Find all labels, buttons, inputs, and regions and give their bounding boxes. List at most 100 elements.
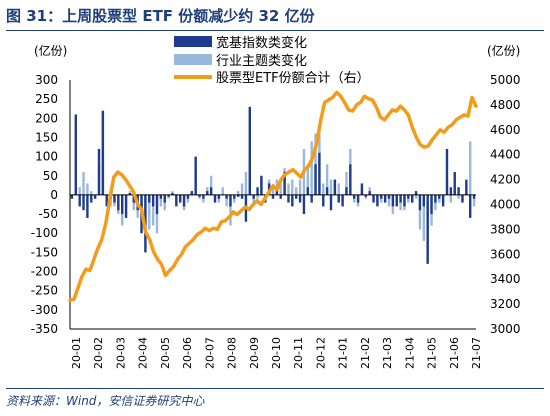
bar-broad-index <box>128 193 132 195</box>
left-tick-label: 200 <box>35 111 58 125</box>
right-axis-unit: (亿份) <box>487 43 520 58</box>
right-tick-label: 4400 <box>490 148 521 162</box>
bar-sector-theme <box>279 183 282 195</box>
bar-broad-index <box>217 194 221 199</box>
bar-sector-theme <box>329 179 333 195</box>
bar-broad-index <box>175 194 178 207</box>
right-tick-label: 5000 <box>490 73 521 87</box>
bar-broad-index <box>472 194 476 199</box>
bar-broad-index <box>434 194 437 203</box>
x-tick-label: 21-07 <box>470 337 483 369</box>
bar-sector-theme <box>298 179 302 195</box>
bar-broad-index <box>325 187 329 195</box>
x-tick-label: 20-12 <box>314 337 327 369</box>
bar-broad-index <box>372 194 375 203</box>
left-tick-label: 250 <box>35 92 58 106</box>
bar-broad-index <box>202 194 205 199</box>
x-tick-label: 20-07 <box>203 337 216 369</box>
bar-broad-index <box>341 194 344 207</box>
bar-broad-index <box>469 194 472 218</box>
etf-share-change-chart: 宽基指数类变化 行业主题类变化 股票型ETF份额合计（右） (亿份) (亿份) … <box>31 35 521 369</box>
right-axis-ticks: 5000 4800 4600 4400 4200 4000 3800 3600 3400 3200… <box>490 73 521 336</box>
bar-sector-theme <box>221 187 224 195</box>
right-tick-label: 4000 <box>490 198 521 212</box>
bar-broad-index <box>337 194 340 203</box>
bar-broad-index <box>90 194 93 203</box>
bar-broad-index <box>441 194 445 207</box>
bar-sector-theme <box>314 133 317 195</box>
x-tick-label: 20-06 <box>181 337 194 369</box>
bar-sector-theme <box>271 187 275 195</box>
bar-broad-index <box>93 194 97 199</box>
bar-broad-index <box>329 194 333 211</box>
bar-broad-index <box>151 194 155 207</box>
bar-sector-theme <box>291 179 294 195</box>
bar-broad-index <box>132 194 135 203</box>
bar-broad-index <box>368 191 371 195</box>
bar-broad-index <box>271 194 275 199</box>
bar-sector-theme <box>244 171 248 195</box>
left-tick-label: -50 <box>38 207 58 221</box>
bar-sector-theme <box>128 191 132 195</box>
x-tick-label: 21-04 <box>403 337 416 369</box>
left-axis-unit: (亿份) <box>34 43 67 58</box>
x-tick-label: 20-08 <box>226 337 239 369</box>
legend-label-total-line: 股票型ETF份额合计（右） <box>216 71 370 86</box>
left-tick-label: -250 <box>31 284 58 298</box>
bar-broad-index <box>380 194 383 199</box>
bar-sector-theme <box>229 194 232 226</box>
bar-broad-index <box>322 194 325 207</box>
bar-broad-index <box>252 194 255 199</box>
bar-broad-index <box>391 194 395 207</box>
bar-broad-index <box>310 194 313 203</box>
bar-sector-theme <box>422 194 425 241</box>
bar-broad-index <box>74 114 77 195</box>
x-tick-label: 20-05 <box>159 337 172 369</box>
bar-broad-index <box>403 194 406 207</box>
right-tick-label: 3000 <box>490 322 521 336</box>
x-tick-label: 20-11 <box>292 337 305 369</box>
bar-broad-index <box>198 194 201 197</box>
bar-broad-index <box>422 194 425 207</box>
legend-swatch-sector-theme <box>174 54 212 65</box>
bar-sector-theme <box>387 194 391 207</box>
bar-broad-index <box>163 194 166 203</box>
bar-broad-index <box>101 110 105 195</box>
source-note: 资料来源：Wind，安信证券研究中心 <box>6 394 205 408</box>
x-tick-label: 20-02 <box>92 337 105 369</box>
bar-broad-index <box>457 187 460 195</box>
bar-broad-index <box>225 194 228 199</box>
bar-sector-theme <box>171 191 174 195</box>
bar-broad-index <box>383 194 387 203</box>
bar-broad-index <box>411 194 414 203</box>
left-tick-label: -100 <box>31 226 58 240</box>
bar-sector-theme <box>472 194 476 207</box>
x-tick-label: 20-03 <box>114 337 127 369</box>
bar-broad-index <box>407 194 410 199</box>
left-tick-label: 50 <box>43 169 58 183</box>
bar-broad-index <box>190 191 193 195</box>
bar-broad-index <box>260 175 263 195</box>
x-axis-ticks: 20-01 20-02 20-03 20-04 20-05 20-06 20-07 20-08… <box>70 337 483 369</box>
bar-sector-theme <box>345 171 348 195</box>
right-tick-label: 4600 <box>490 123 521 137</box>
left-tick-label: -350 <box>31 322 58 336</box>
bar-broad-index <box>430 194 433 215</box>
left-axis-ticks: 300 250 200 150 100 50 0 -50 -100 -150 -200 -250 -30… <box>31 73 58 336</box>
left-tick-label: 100 <box>35 150 58 164</box>
bar-broad-index <box>453 171 456 195</box>
source-rule <box>6 388 544 389</box>
bar-broad-index <box>395 194 398 207</box>
bar-sector-theme <box>155 194 159 234</box>
bar-broad-index <box>124 194 128 218</box>
bar-broad-index <box>349 164 352 195</box>
bar-broad-index <box>148 194 151 203</box>
bar-broad-index <box>445 148 449 195</box>
legend: 宽基指数类变化 行业主题类变化 股票型ETF份额合计（右） <box>174 35 370 86</box>
bar-sector-theme <box>469 141 472 195</box>
bar-broad-index <box>229 194 232 207</box>
bar-broad-index <box>360 183 364 195</box>
bar-broad-index <box>287 194 290 203</box>
x-tick-label: 20-09 <box>248 337 261 369</box>
bar-broad-index <box>186 194 190 199</box>
